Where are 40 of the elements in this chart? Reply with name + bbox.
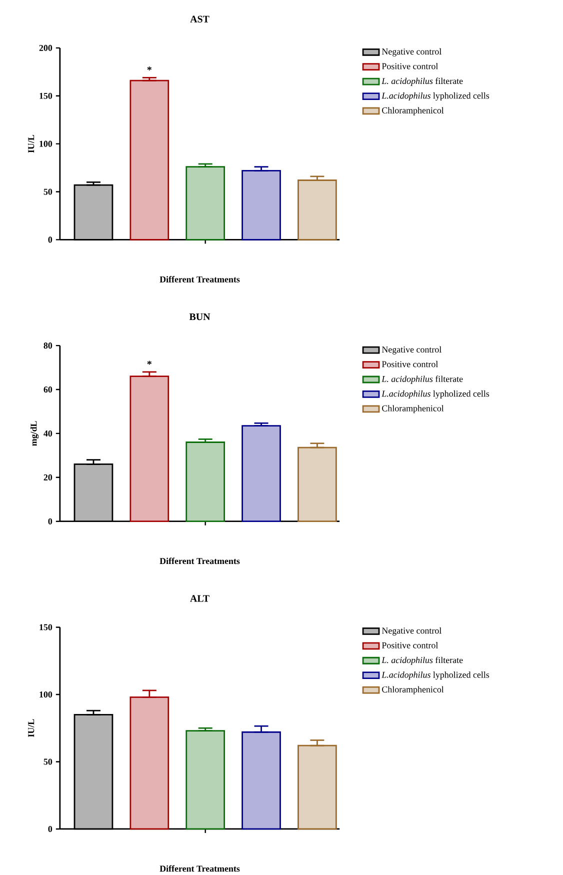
y-tick-label: 50 [44,188,52,195]
chart-title: BUN [189,314,210,320]
annotation: * [147,66,152,70]
y-tick-label: 0 [48,236,52,243]
chart-title: ALT [190,595,210,602]
x-axis-title: Different Treatments [160,865,240,872]
legend-label: Positive control [382,360,438,368]
legend-label: L. acidophilus filterate [381,376,463,384]
y-tick-label: 100 [40,691,52,698]
y-tick-label: 50 [44,758,52,765]
legend-label: Positive control [382,62,438,70]
y-tick-label: 0 [48,826,52,832]
legend-label: L. acidophilus filterate [381,78,463,86]
legend-label: Negative control [382,627,442,636]
y-tick-label: 200 [39,44,52,51]
y-tick-label: 80 [44,342,52,349]
y-tick-label: 150 [40,92,52,99]
x-axis-title: Different Treatments [160,558,240,564]
y-tick-label: 150 [40,624,52,630]
y-axis-title: IU/L [28,134,34,153]
legend-label: Chloramphenicol [382,107,444,116]
y-axis-title: IU/L [28,719,34,738]
legend-label: Positive control [382,642,438,648]
x-axis-title: Different Treatments [160,276,240,282]
chart-title: AST [190,16,210,22]
legend-label: L.acidophilus lypholized cells [381,672,489,680]
annotation: * [147,360,152,365]
legend-label: Negative control [382,346,442,354]
legend-label: Negative control [382,48,442,56]
y-tick-label: 20 [44,474,52,480]
y-tick-label: 40 [43,430,52,436]
legend-label: Chloramphenicol [382,405,444,414]
legend-label: Chloramphenicol [382,686,444,694]
legend-label: L.acidophilus lypholized cells [381,390,489,399]
legend-label: L. acidophilus filterate [381,656,463,665]
y-tick-label: 0 [48,518,52,524]
y-tick-label: 60 [44,386,52,393]
y-axis-title: mg/dL [30,421,38,446]
legend-label: L.acidophilus lypholized cells [381,92,489,101]
y-tick-label: 100 [40,140,52,147]
